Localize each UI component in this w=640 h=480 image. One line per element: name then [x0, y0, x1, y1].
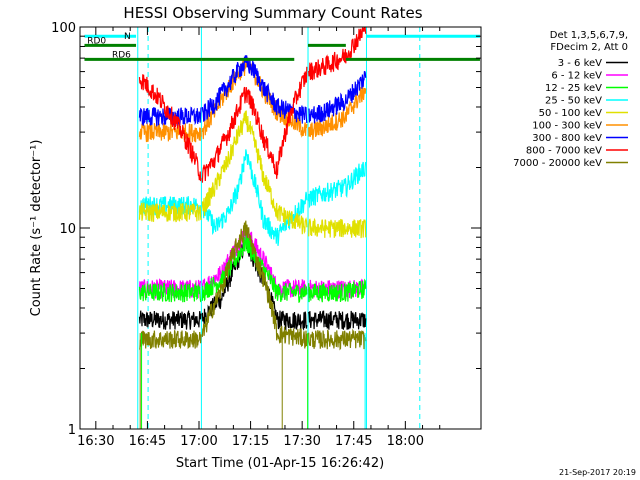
legend-header: Det 1,3,5,6,7,9,	[550, 30, 628, 41]
axes: 16:30 16:45 17:00 17:15 17:30 17:45 18:00 1 10 10…	[51, 21, 481, 449]
x-tick-label: 18:00	[387, 434, 424, 449]
x-tick-label: 17:00	[180, 434, 217, 449]
x-tick-label: 16:30	[77, 434, 114, 449]
series-line	[138, 233, 367, 304]
chart-title: HESSI Observing Summary Count Rates	[123, 4, 422, 22]
y-tick-label: 10	[59, 222, 76, 237]
legend-entry-label: 3 - 6 keV	[558, 58, 602, 69]
y-tick-label: 1	[68, 423, 76, 438]
legend-entry-label: 6 - 12 keV	[551, 71, 602, 82]
series-line	[138, 26, 367, 183]
series-line	[139, 220, 367, 352]
series-line	[138, 55, 367, 128]
series-line	[138, 110, 367, 239]
legend: Det 1,3,5,6,7,9,FDecim 2, Att 0 3 - 6 keV…	[513, 30, 628, 169]
footer-date: 21-Sep-2017 20:19	[559, 468, 636, 477]
legend-entry-label: 25 - 50 keV	[545, 96, 602, 107]
legend-entry-label: 12 - 25 keV	[545, 83, 602, 94]
series-line	[138, 149, 367, 246]
x-axis-label: Start Time (01-Apr-15 16:26:42)	[176, 456, 384, 471]
legend-entry-label: 300 - 800 keV	[532, 133, 602, 144]
x-tick-label: 17:30	[283, 434, 320, 449]
y-tick-label: 100	[51, 21, 76, 36]
x-tick-label: 17:45	[335, 434, 372, 449]
legend-entry-label: 50 - 100 keV	[539, 108, 603, 119]
y-axis-label: Count Rate (s⁻¹ detector⁻¹)	[29, 140, 44, 317]
x-tick-label: 16:45	[129, 434, 166, 449]
x-tick-label: 17:15	[232, 434, 269, 449]
legend-header: FDecim 2, Att 0	[550, 42, 628, 53]
legend-entry-label: 100 - 300 keV	[532, 121, 602, 132]
status-bar-label: RD0	[87, 36, 106, 46]
status-bar-label: N	[124, 32, 131, 42]
status-bar-label: RD6	[112, 50, 131, 60]
plot-marks: N RD0 RD6	[84, 26, 480, 429]
legend-entry-label: 800 - 7000 keV	[526, 146, 602, 157]
legend-entry-label: 7000 - 20000 keV	[513, 158, 602, 169]
